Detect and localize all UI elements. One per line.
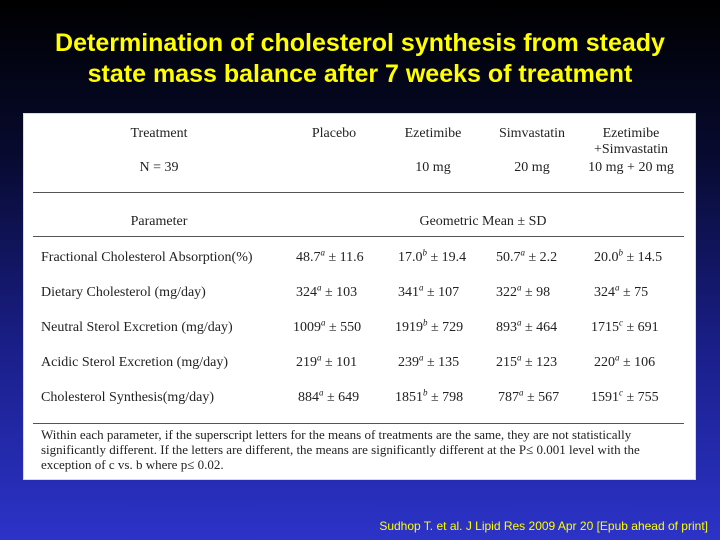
subheader-divider [33,236,684,237]
table-cell: 17.0b ± 19.4 [398,247,467,265]
row-label: Fractional Cholesterol Absorption(%) [41,250,253,265]
table-cell: 341a ± 107 [398,282,460,300]
table-cell: 239a ± 135 [398,352,460,370]
parameter-header: Parameter [130,214,188,229]
table-cell: 215a ± 123 [496,352,558,370]
treatment-header: Treatment [130,126,188,141]
footer-divider [33,423,684,424]
group-header-combination: Ezetimibe [602,126,660,141]
table-cell: 324a ± 75 [594,282,649,300]
row-label: Cholesterol Synthesis(mg/day) [41,390,215,405]
table-cell: 322a ± 98 [496,282,551,300]
table-cell: 219a ± 101 [296,352,358,370]
table-cell: 20.0b ± 14.5 [594,247,663,265]
row-label: Dietary Cholesterol (mg/day) [41,285,206,300]
group-header-ezetimibe: Ezetimibe [404,126,462,141]
n-count: N = 39 [139,160,179,175]
table-cell: 324a ± 103 [296,282,358,300]
table-cell: 1009a ± 550 [293,317,362,335]
footnote: Within each parameter, if the superscrip… [41,427,640,472]
table-cell: 220a ± 106 [594,352,656,370]
table-cell: 893a ± 464 [496,317,558,335]
group-header-placebo: Placebo [311,126,357,141]
group-header-combination-line-2: +Simvastatin [593,142,669,157]
row-label: Acidic Sterol Excretion (mg/day) [41,355,228,370]
table-cell: 48.7a ± 11.6 [296,247,364,265]
table-cell: 1851b ± 798 [395,387,464,405]
slide-title: Determination of cholesterol synthesis f… [0,28,720,90]
table-cell: 1919b ± 729 [395,317,464,335]
table-cell: 884a ± 649 [298,387,360,405]
results-table: Treatment N = 39 Placebo Ezetimibe 10 mg… [23,113,696,480]
citation: Sudhop T. et al. J Lipid Res 2009 Apr 20… [379,519,708,533]
row-label: Neutral Sterol Excretion (mg/day) [41,320,233,335]
group-dose-ezetimibe: 10 mg [415,160,451,175]
header-divider [33,192,684,193]
stat-header: Geometric Mean ± SD [419,214,547,229]
table-cell: 1715c ± 691 [591,317,659,335]
table-cell: 1591c ± 755 [591,387,659,405]
group-dose-simvastatin: 20 mg [514,160,550,175]
table-cell: 787a ± 567 [498,387,560,405]
group-header-simvastatin: Simvastatin [498,126,566,141]
table-cell: 50.7a ± 2.2 [496,247,558,265]
group-dose-combination: 10 mg + 20 mg [588,160,674,175]
slide-title-line-1: Determination of cholesterol synthesis f… [55,29,665,57]
slide-title-line-2: state mass balance after 7 weeks of trea… [87,60,633,88]
